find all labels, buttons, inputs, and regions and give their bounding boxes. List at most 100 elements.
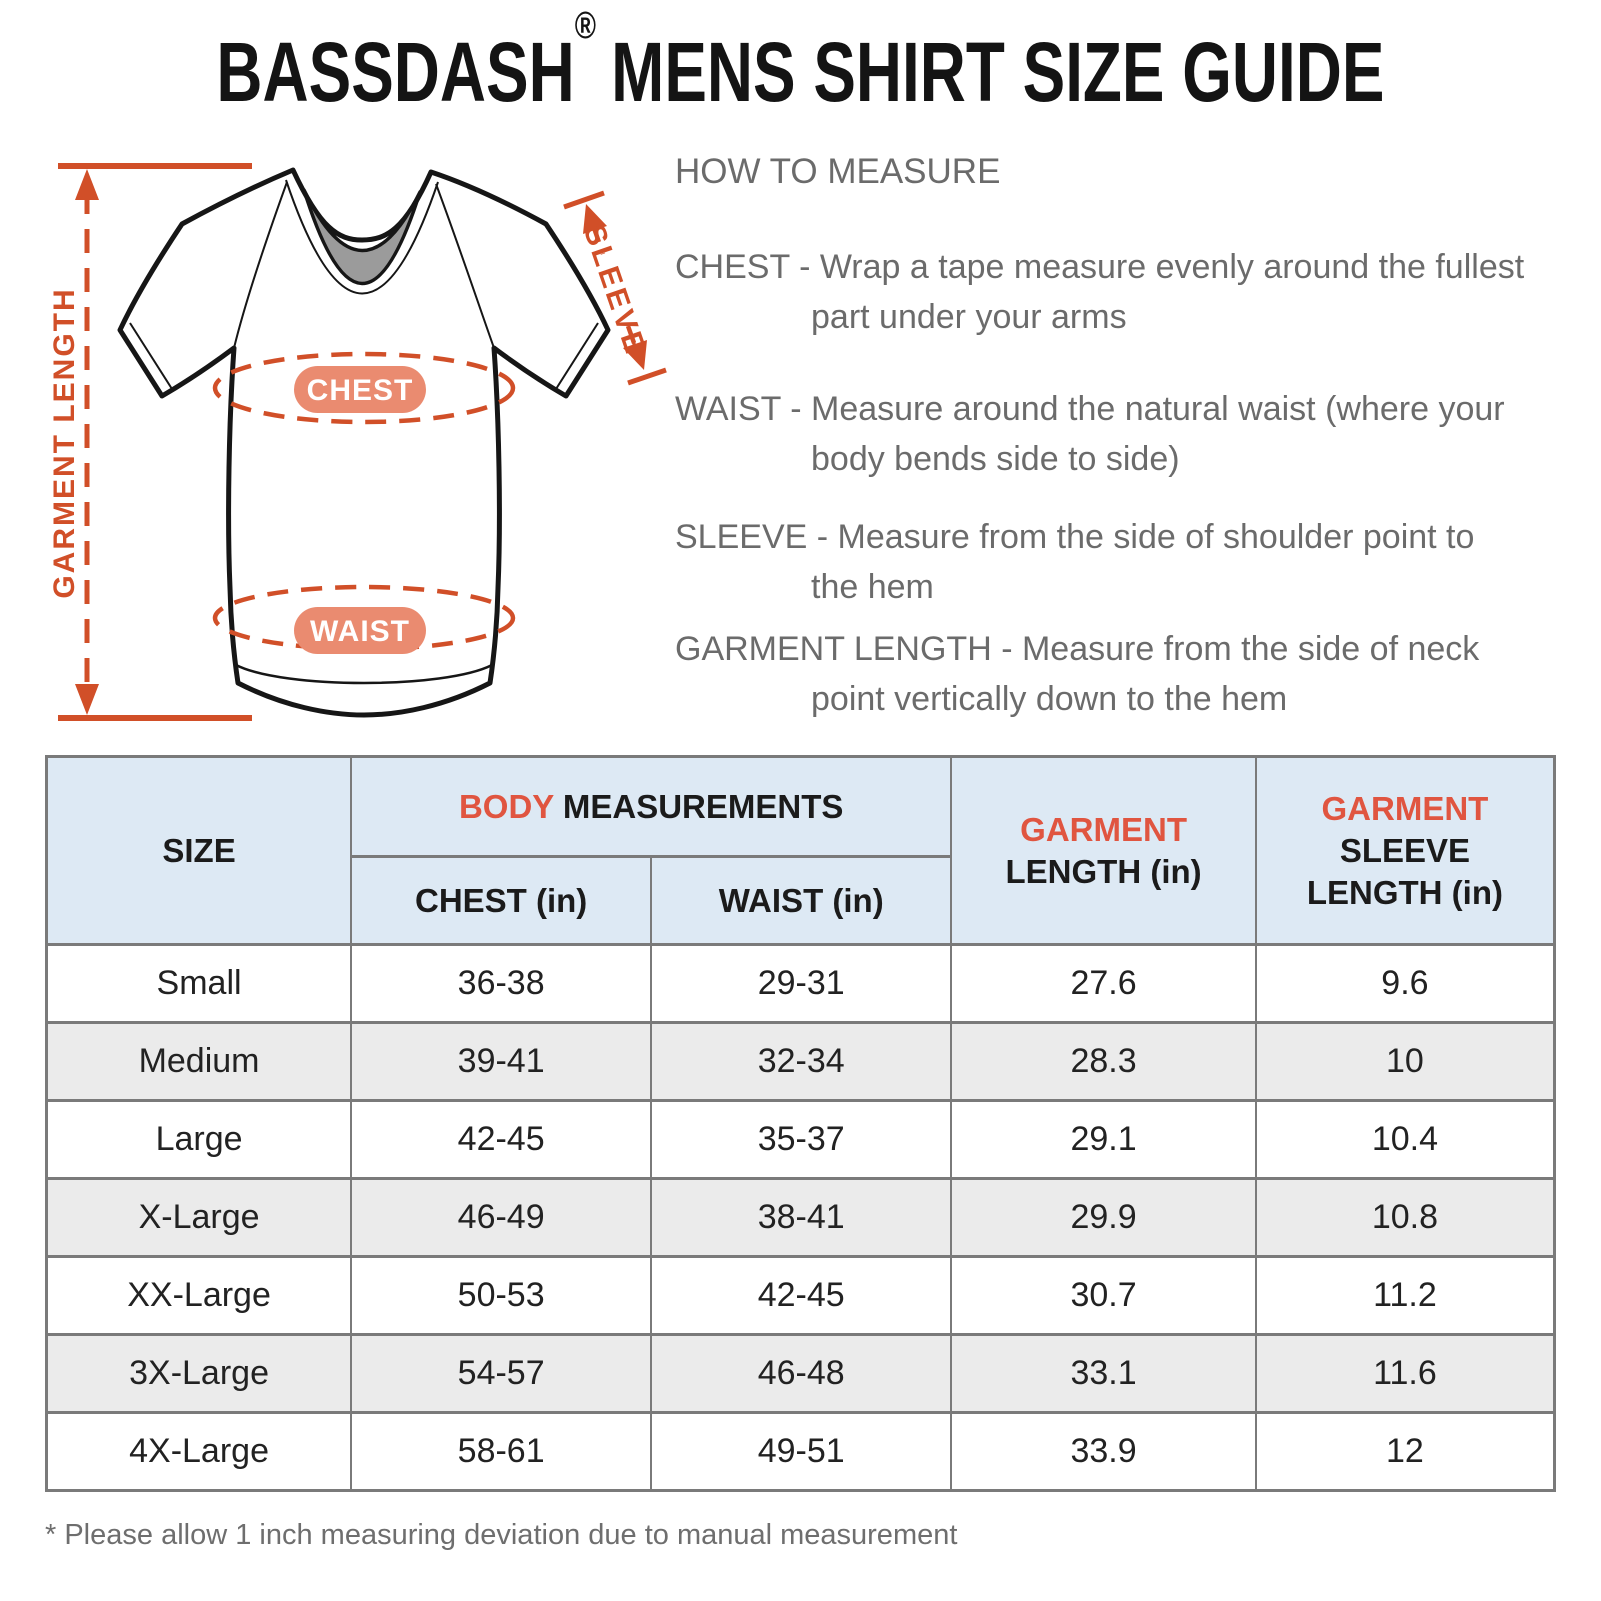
chest-label: CHEST — [307, 374, 414, 407]
chest-cell: 46-49 — [350, 1177, 653, 1258]
sleeve-top-cap — [563, 190, 605, 210]
page-title: BASSDASH® MENS SHIRT SIZE GUIDE — [0, 5, 1601, 121]
sleeve-length-cell: 9.6 — [1254, 943, 1556, 1024]
col-header-chest: CHEST (in) — [350, 855, 653, 946]
size-table-header: SIZE BODY MEASUREMENTS GARMENT LENGTH (i… — [45, 755, 1556, 946]
chest-cell: 42-45 — [350, 1099, 653, 1180]
footnote: * Please allow 1 inch measuring deviatio… — [45, 1519, 958, 1551]
garment-length-label: GARMENT LENGTH — [48, 287, 81, 598]
shirt-measurement-diagram: GARMENT LENGTH — [40, 138, 685, 753]
garment-length-cell: 29.9 — [950, 1177, 1257, 1258]
garment-length-cell: 33.9 — [950, 1411, 1257, 1492]
garment-length-cell: 29.1 — [950, 1099, 1257, 1180]
waist-cell: 29-31 — [650, 943, 953, 1024]
table-row-x-large: X-Large 46-49 38-41 29.9 10.8 — [45, 1177, 1556, 1258]
size-cell: Medium — [45, 1021, 353, 1102]
right-sleeve-hem-stitch — [555, 322, 599, 390]
garment-sleeve-mid: SLEEVE — [1339, 831, 1471, 869]
instruction-chest-line1: CHEST - Wrap a tape measure evenly aroun… — [675, 248, 1525, 286]
page-title-rest: MENS SHIRT SIZE GUIDE — [611, 25, 1385, 119]
sleeve-length-cell: 11.2 — [1254, 1255, 1556, 1336]
sleeve-arrow-up-icon — [583, 204, 607, 234]
brand-name: BASSDASH — [216, 25, 575, 119]
table-row-small: Small 36-38 29-31 27.6 9.6 — [45, 943, 1556, 1024]
waist-cell: 42-45 — [650, 1255, 953, 1336]
garment-sleeve-rest: LENGTH (in) — [1306, 873, 1503, 911]
instruction-garment-length: GARMENT LENGTH - Measure from the side o… — [675, 624, 1575, 724]
instruction-sleeve-line1: SLEEVE - Measure from the side of should… — [675, 518, 1475, 556]
waist-annotation: WAIST — [212, 584, 516, 654]
chest-cell: 54-57 — [350, 1333, 653, 1414]
instruction-sleeve-line2: the hem — [811, 568, 934, 606]
waist-cell: 32-34 — [650, 1021, 953, 1102]
col-header-garment-length: GARMENT LENGTH (in) — [950, 755, 1257, 946]
garment-length-cell: 28.3 — [950, 1021, 1257, 1102]
chest-ellipse — [212, 351, 516, 425]
instruction-sleeve: SLEEVE - Measure from the side of should… — [675, 512, 1575, 612]
tshirt-drawing — [117, 167, 611, 718]
chest-pill — [294, 366, 426, 413]
col-header-garment-sleeve-length: GARMENT SLEEVE LENGTH (in) — [1254, 755, 1556, 946]
garment-length-rest: LENGTH (in) — [1005, 852, 1202, 890]
chest-cell: 39-41 — [350, 1021, 653, 1102]
collar — [302, 188, 422, 286]
sleeve-length-cell: 10.8 — [1254, 1177, 1556, 1258]
waist-cell: 38-41 — [650, 1177, 953, 1258]
col-header-size: SIZE — [45, 755, 353, 946]
sleeve-length-cell: 10 — [1254, 1021, 1556, 1102]
sleeve-length-cell: 10.4 — [1254, 1099, 1556, 1180]
chest-annotation: CHEST — [212, 351, 516, 425]
waist-cell: 46-48 — [650, 1333, 953, 1414]
size-cell: Large — [45, 1099, 353, 1180]
top-section: GARMENT LENGTH — [40, 138, 1561, 753]
waist-cell: 35-37 — [650, 1099, 953, 1180]
instruction-garment-length-line2: point vertically down to the hem — [811, 680, 1288, 718]
instruction-chest: CHEST - Wrap a tape measure evenly aroun… — [675, 242, 1575, 342]
instruction-waist-line1: WAIST - Measure around the natural waist… — [675, 390, 1505, 428]
how-to-measure-heading: HOW TO MEASURE — [675, 152, 1001, 191]
right-sleeve-seam — [435, 183, 495, 349]
sleeve-bottom-cap — [627, 367, 667, 386]
sleeve-length-cell: 11.6 — [1254, 1333, 1556, 1414]
garment-sleeve-accent: GARMENT — [1321, 789, 1489, 827]
left-sleeve-hem-stitch — [129, 322, 173, 390]
table-row-xx-large: XX-Large 50-53 42-45 30.7 11.2 — [45, 1255, 1556, 1336]
bottom-hem-stitch — [235, 663, 493, 685]
chest-cell: 50-53 — [350, 1255, 653, 1336]
col-header-body-measurements: BODY MEASUREMENTS — [350, 755, 953, 858]
tshirt-outline — [117, 167, 611, 718]
page-title-text: BASSDASH® MENS SHIRT SIZE GUIDE — [216, 5, 1385, 121]
table-row-large: Large 42-45 35-37 29.1 10.4 — [45, 1099, 1556, 1180]
collar-stitch-line — [285, 179, 439, 295]
shirt-diagram-svg: GARMENT LENGTH — [48, 163, 667, 721]
waist-cell: 49-51 — [650, 1411, 953, 1492]
garment-length-arrow-down-icon — [75, 684, 99, 715]
size-cell: X-Large — [45, 1177, 353, 1258]
garment-length-cell: 33.1 — [950, 1333, 1257, 1414]
table-row-3x-large: 3X-Large 54-57 46-48 33.1 11.6 — [45, 1333, 1556, 1414]
garment-length-accent: GARMENT — [1020, 810, 1187, 848]
size-cell: 4X-Large — [45, 1411, 353, 1492]
sleeve-annotation: SLEEVE — [563, 190, 667, 386]
chest-cell: 58-61 — [350, 1411, 653, 1492]
garment-length-cell: 30.7 — [950, 1255, 1257, 1336]
waist-label: WAIST — [310, 615, 410, 648]
sleeve-dashed-line-bottom — [625, 325, 642, 358]
size-cell: 3X-Large — [45, 1333, 353, 1414]
registered-mark: ® — [574, 5, 597, 47]
left-sleeve-seam — [233, 181, 288, 349]
garment-length-arrow-up-icon — [75, 169, 99, 200]
sleeve-arrow-down-icon — [623, 340, 647, 370]
how-to-measure-section: HOW TO MEASURE CHEST - Wrap a tape measu… — [675, 152, 1575, 724]
sleeve-length-cell: 12 — [1254, 1411, 1556, 1492]
table-row-medium: Medium 39-41 32-34 28.3 10 — [45, 1021, 1556, 1102]
size-cell: XX-Large — [45, 1255, 353, 1336]
instruction-waist: WAIST - Measure around the natural waist… — [675, 384, 1575, 484]
col-header-waist: WAIST (in) — [650, 855, 953, 946]
instruction-chest-line2: part under your arms — [811, 298, 1127, 336]
garment-length-cell: 27.6 — [950, 943, 1257, 1024]
garment-length-annotation: GARMENT LENGTH — [48, 163, 252, 721]
col-header-body-accent: BODY — [458, 787, 554, 825]
size-cell: Small — [45, 943, 353, 1024]
